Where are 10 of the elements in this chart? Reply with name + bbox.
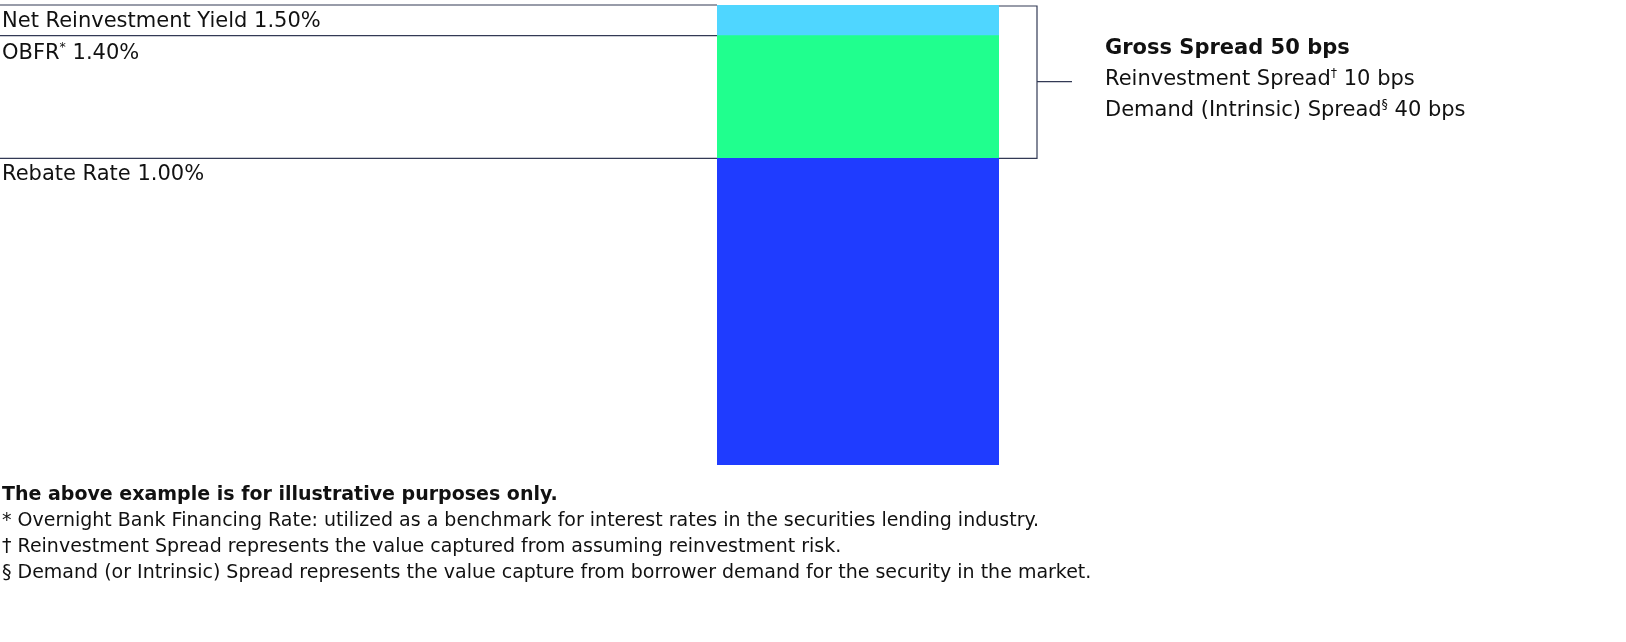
ref-line-label: Rebate Rate 1.00% xyxy=(2,161,205,186)
text: † Reinvestment Spread represents the value captured from assuming reinvestment risk. xyxy=(2,533,843,558)
text: Reinvestment Spread$^{†}$ 10 bps xyxy=(1105,64,1416,91)
text: * Overnight Bank Financing Rate: utilized as a benchmark for interest rates in the securities lending industry. xyxy=(2,507,1041,532)
text: § Demand (or Intrinsic) Spread represents the value capture from borrower demand for the security in the market. xyxy=(2,559,1092,584)
text: Demand (Intrinsic) Spread$^{§}$ 40 bps xyxy=(1105,95,1466,122)
text: Gross Spread 50 bps xyxy=(1105,34,1351,60)
ref-line-label: OBFR$^{*}$ 1.40% xyxy=(2,38,140,64)
ref-line-label: Net Reinvestment Yield 1.50% xyxy=(2,8,321,32)
text: The above example is for illustrative purposes only. xyxy=(2,481,559,506)
